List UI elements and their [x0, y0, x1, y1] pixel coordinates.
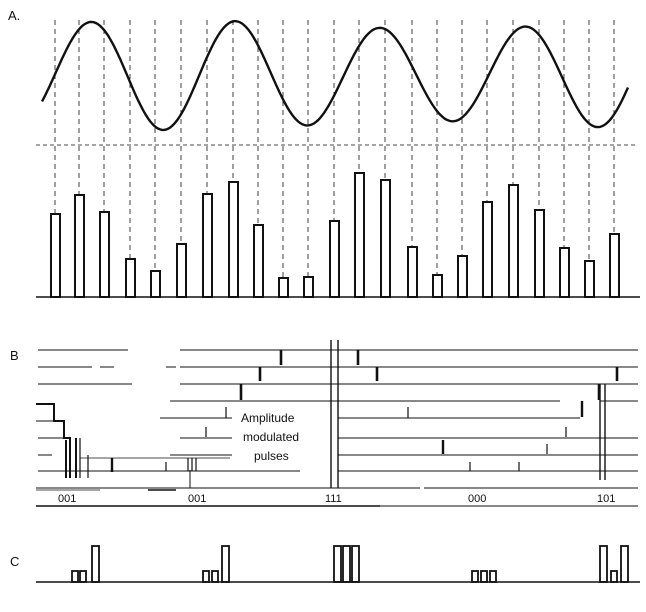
annotation-mask — [232, 409, 310, 457]
sample-pulse — [609, 233, 620, 298]
pcm-pulse — [342, 545, 351, 583]
pcm-pulse — [79, 570, 87, 583]
quantization-steps-left-2 — [79, 438, 89, 478]
sample-pulse — [253, 224, 264, 298]
annotation-line-1: Amplitude — [241, 411, 295, 425]
pcm-pulse — [91, 545, 100, 583]
sample-pulse — [584, 260, 595, 298]
panel-a-label: A. — [8, 8, 20, 23]
pcm-pulse — [351, 545, 360, 583]
sample-pulse — [278, 277, 289, 298]
pcm-pulse — [221, 545, 230, 583]
sample-pulse — [380, 179, 391, 298]
annotation-line-2: modulated — [243, 430, 299, 444]
panel-b-label: B — [10, 348, 19, 363]
annotation-line-3: pulses — [254, 449, 289, 463]
sample-pulse — [508, 184, 519, 298]
pcm-pulse — [333, 545, 342, 583]
code-label-2: 001 — [188, 493, 206, 505]
sample-pulse — [125, 258, 136, 298]
code-label-5: 101 — [597, 493, 615, 505]
sample-pulse — [432, 274, 443, 298]
quantization-steps-left — [36, 403, 77, 478]
pcm-pulse — [211, 570, 219, 583]
pcm-pulse — [489, 570, 497, 583]
sample-pulse — [228, 181, 239, 298]
sample-pulse — [303, 276, 314, 298]
pcm-pulses — [71, 545, 629, 583]
pcm-pulse — [599, 545, 608, 583]
sample-pulse — [534, 209, 545, 298]
sample-pulse — [150, 270, 161, 298]
sample-pulse — [329, 220, 340, 298]
sample-pulse — [354, 172, 365, 298]
pcm-pulse — [71, 570, 79, 583]
code-label-4: 000 — [468, 493, 486, 505]
sample-pulse — [74, 194, 85, 298]
code-label-1: 001 — [58, 493, 76, 505]
panel-c-label: C — [10, 554, 19, 569]
quantization-levels — [36, 349, 638, 507]
sample-pulse — [559, 247, 570, 298]
code-label-3: 111 — [325, 493, 342, 505]
sample-pulse — [482, 201, 493, 298]
analog-waveform — [40, 20, 630, 132]
panel-b: Amplitude modulated pulses 001 001 111 0… — [36, 340, 638, 507]
sample-level-ticks — [110, 350, 619, 472]
panel-c — [36, 545, 640, 583]
sampled-pulses — [50, 172, 620, 298]
sample-lines — [54, 20, 615, 278]
sample-pulse — [407, 246, 418, 298]
sample-pulse — [202, 193, 213, 298]
sample-pulse — [99, 211, 110, 298]
pcm-pulse — [610, 570, 618, 583]
pcm-pulse — [480, 570, 488, 583]
sample-pulse — [176, 243, 187, 298]
sample-pulse — [457, 255, 468, 298]
pcm-pulse — [620, 545, 629, 583]
pcm-pulse — [471, 570, 479, 583]
pcm-pulse — [202, 570, 210, 583]
sample-pulse — [50, 213, 61, 298]
panel-a — [36, 20, 640, 298]
